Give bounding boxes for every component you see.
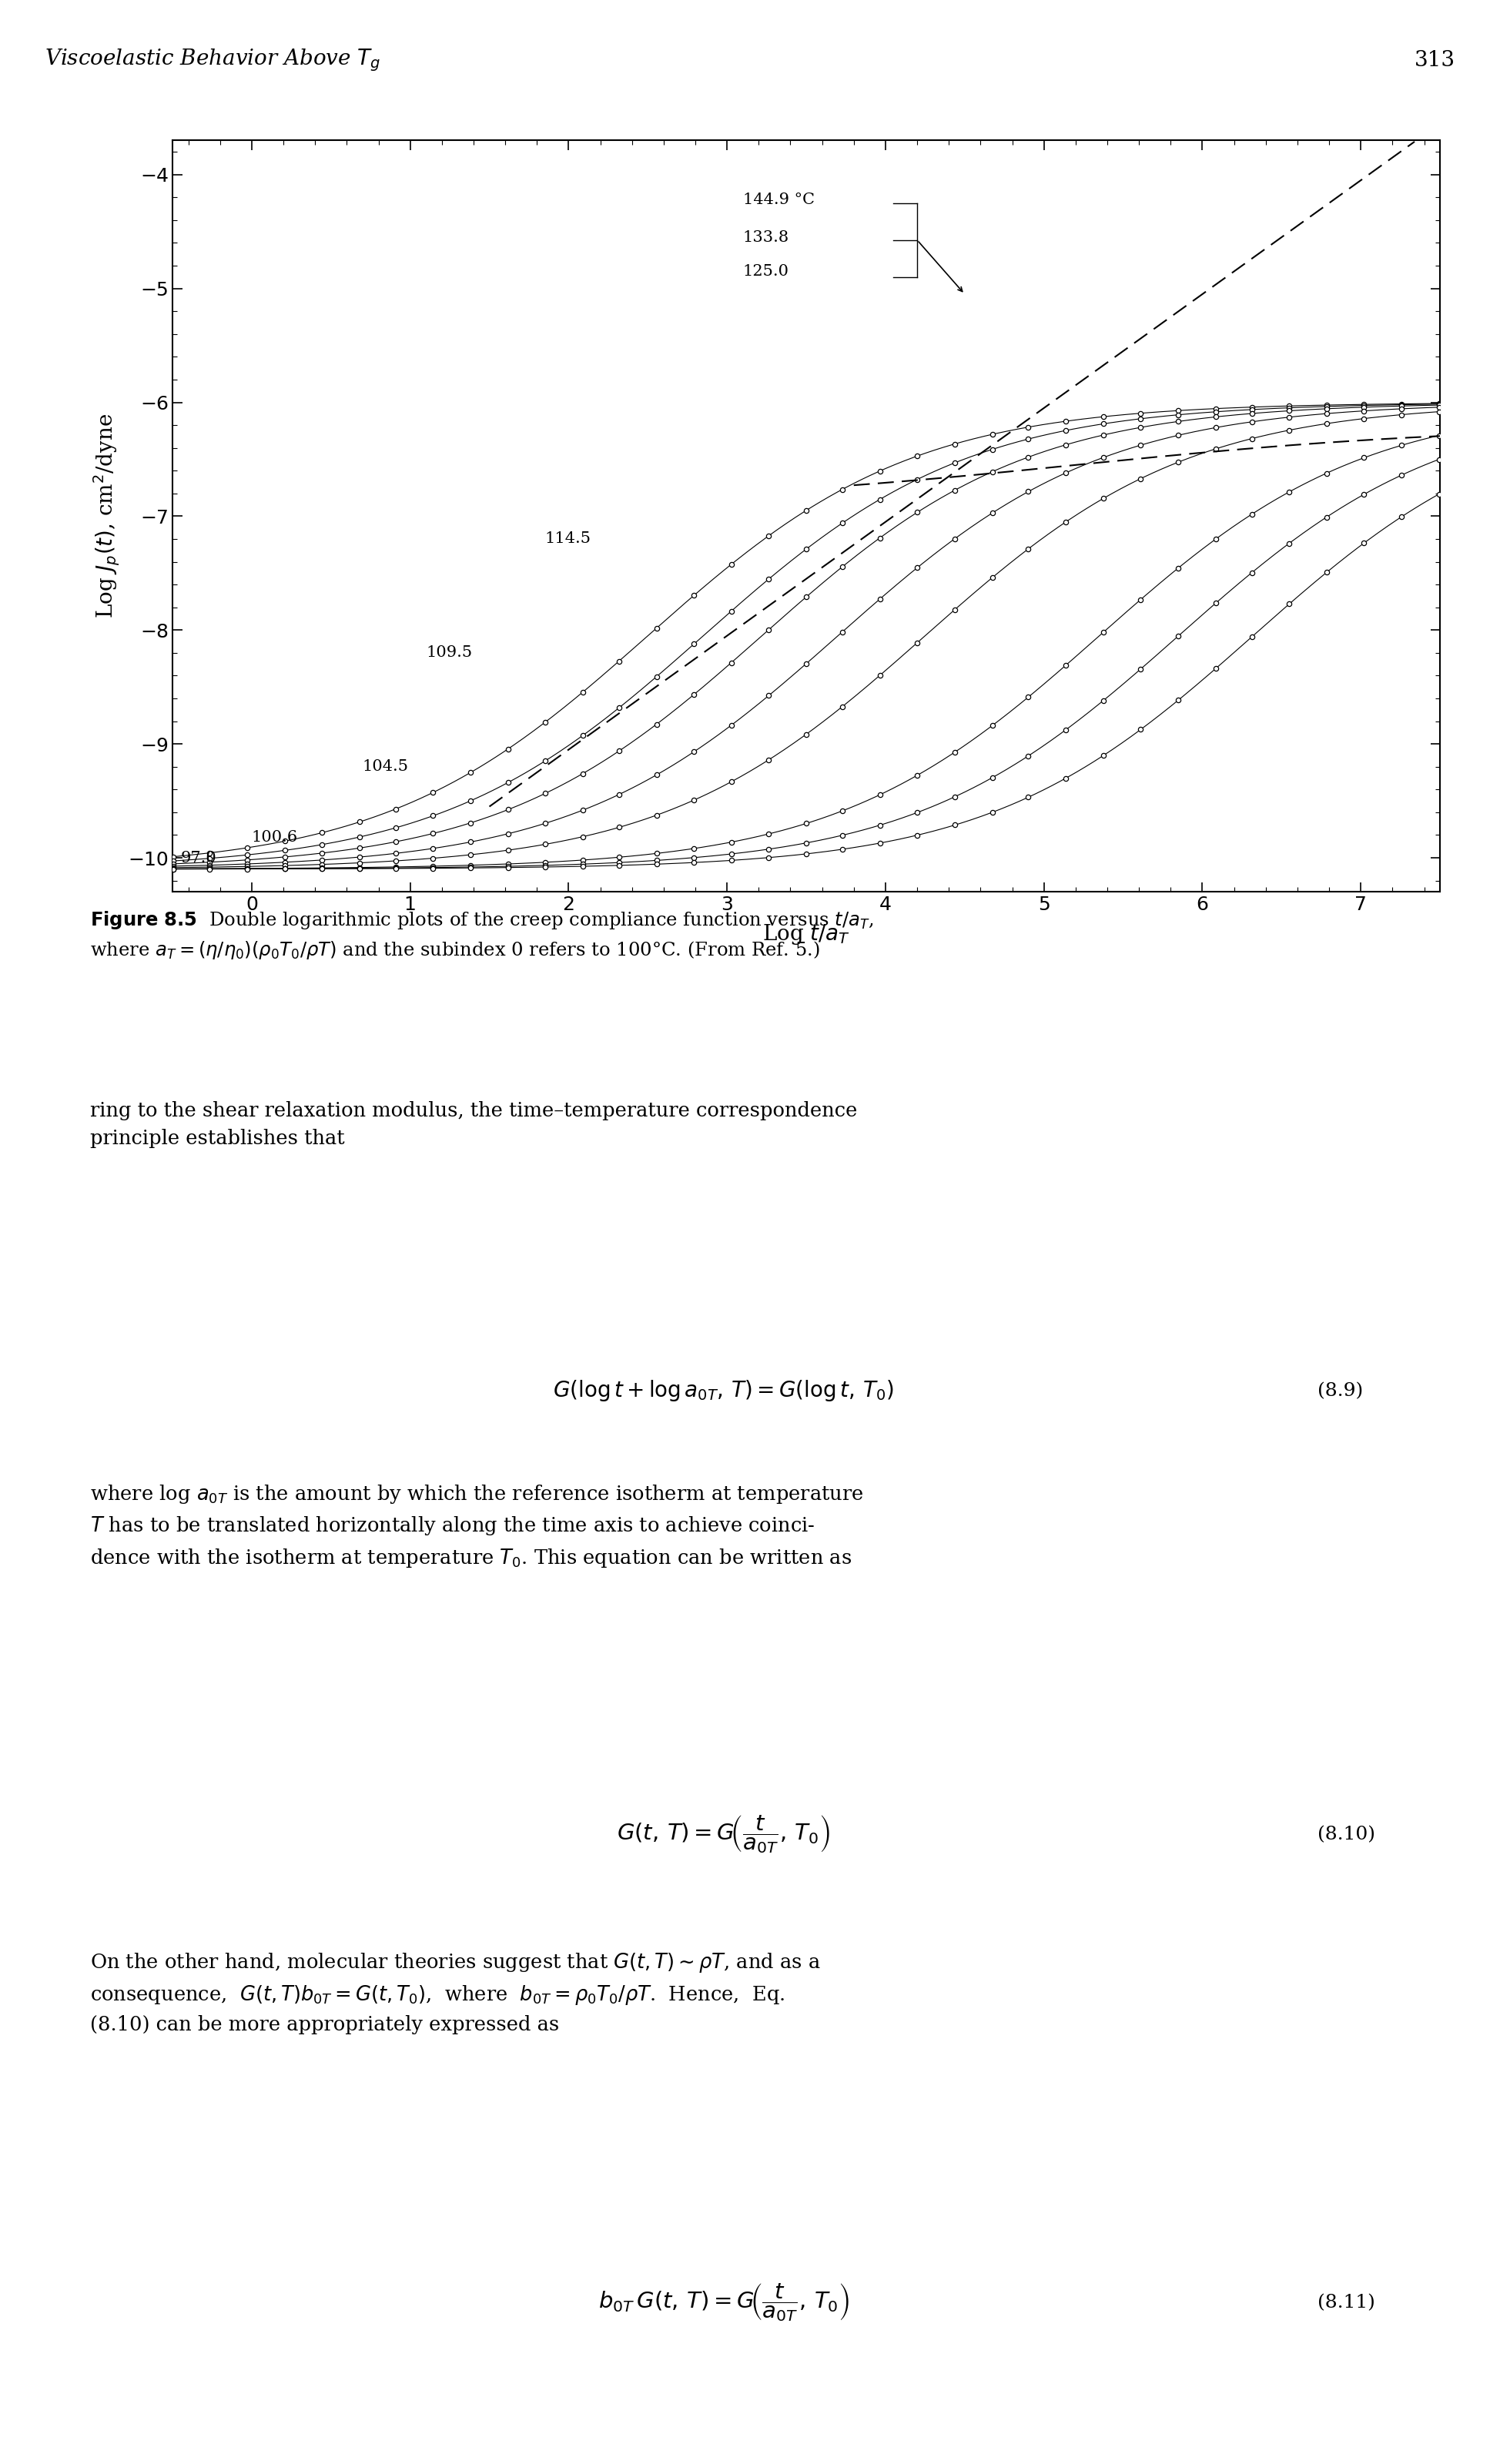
- Text: (8.9): (8.9): [1317, 1382, 1364, 1400]
- Text: $G(t,\, T) = G\!\left(\dfrac{t}{a_{0T}},\, T_0\right)$: $G(t,\, T) = G\!\left(\dfrac{t}{a_{0T}},…: [616, 1814, 830, 1855]
- Text: 313: 313: [1414, 49, 1455, 71]
- Text: (8.10): (8.10): [1317, 1826, 1376, 1843]
- Text: 114.5: 114.5: [544, 532, 591, 547]
- Text: Viscoelastic Behavior Above $T_g$: Viscoelastic Behavior Above $T_g$: [45, 47, 381, 74]
- Text: 109.5: 109.5: [426, 646, 472, 660]
- Y-axis label: Log $J_p(t)$, cm$^2$/dyne: Log $J_p(t)$, cm$^2$/dyne: [92, 414, 122, 618]
- Text: $\mathbf{Figure\ 8.5}$  Double logarithmic plots of the creep compliance functio: $\mathbf{Figure\ 8.5}$ Double logarithmi…: [90, 909, 873, 961]
- Text: 104.5: 104.5: [363, 759, 410, 774]
- Text: where log $a_{0T}$ is the amount by which the reference isotherm at temperature
: where log $a_{0T}$ is the amount by whic…: [90, 1483, 864, 1570]
- Text: 125.0: 125.0: [742, 264, 789, 278]
- X-axis label: Log $t/a_T$: Log $t/a_T$: [762, 922, 850, 946]
- Text: 144.9 °C: 144.9 °C: [742, 192, 815, 207]
- Text: ring to the shear relaxation modulus, the time–temperature correspondence
princi: ring to the shear relaxation modulus, th…: [90, 1101, 856, 1148]
- Text: 100.6: 100.6: [252, 830, 298, 845]
- Text: $G(\log t + \log a_{0T},\, T) = G(\log t,\, T_0)$: $G(\log t + \log a_{0T},\, T) = G(\log t…: [554, 1377, 894, 1402]
- Text: On the other hand, molecular theories suggest that $G(t,T) \sim \rho T$, and as : On the other hand, molecular theories su…: [90, 1951, 821, 2035]
- Text: $b_{0T}\,G(t,\, T) = G\!\left(\dfrac{t}{a_{0T}},\, T_0\right)$: $b_{0T}\,G(t,\, T) = G\!\left(\dfrac{t}{…: [599, 2282, 849, 2324]
- Text: 133.8: 133.8: [742, 229, 789, 244]
- Text: 97.0: 97.0: [180, 850, 216, 865]
- Text: (8.11): (8.11): [1317, 2294, 1376, 2311]
